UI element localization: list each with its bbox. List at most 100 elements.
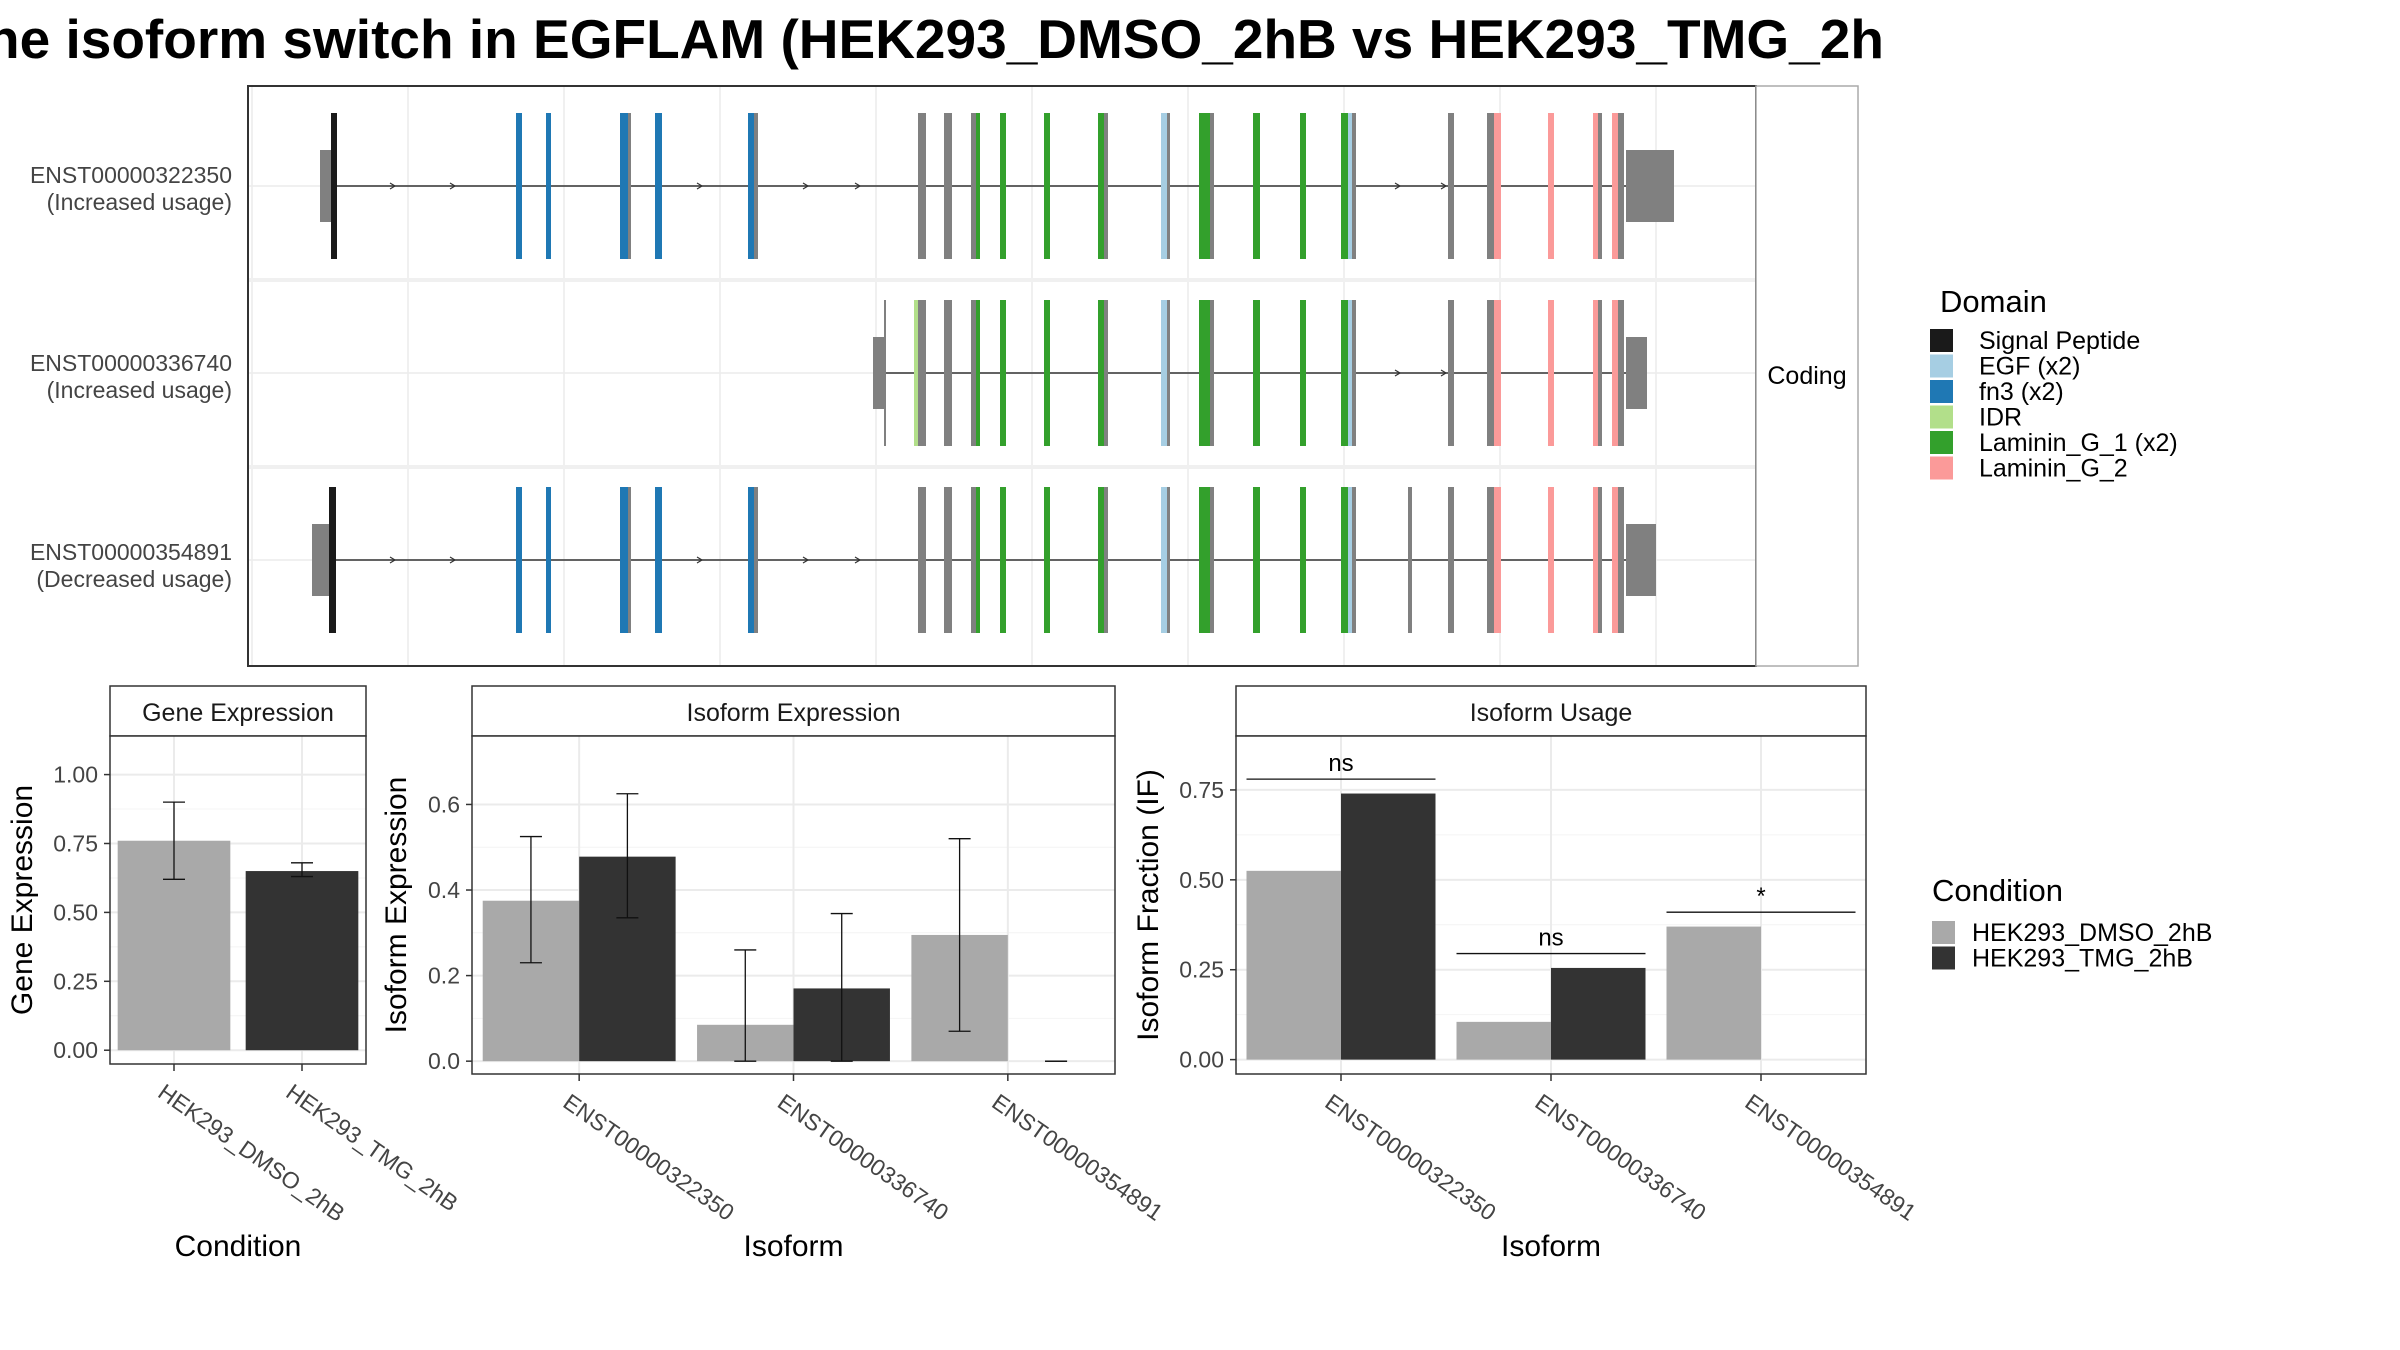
exon-segment [1253,487,1260,633]
exon-segment [1253,300,1260,446]
domain-legend-swatch [1930,329,1953,352]
exon-segment [1348,487,1352,633]
exon-segment [1598,300,1602,446]
y-tick-label: 0.00 [1179,1047,1224,1073]
exon-segment [1000,487,1006,633]
y-tick-label: 0.6 [428,791,460,817]
intron-arrow [854,182,862,190]
exon-segment [1300,113,1306,259]
exon-segment [1593,113,1598,259]
intron-arrow [854,556,862,564]
exon-segment [1448,487,1454,633]
exon-segment [1448,113,1454,259]
isoform-label-3: ENST00000354891 (Decreased usage) [30,539,232,592]
panel-strip [1235,685,1867,737]
exon-segment [1618,113,1624,259]
exon-segment [1348,113,1352,259]
exon-segment [516,113,522,259]
exon-segment [546,487,551,633]
exon-segment [754,113,758,259]
domain-legend-label: Laminin_G_2 [1979,455,2128,483]
bar-charts: Gene Expression0.000.250.500.751.00HEK29… [6,685,1921,1263]
domain-legend-item: EGF (x2) [1930,353,2080,381]
structure-tracks [312,113,1674,633]
x-tick-label: ENST00000336740 [773,1089,953,1226]
isoform-usage-label: (Increased usage) [47,189,232,215]
y-tick-label: 1.00 [53,762,98,788]
y-tick-label: 0.25 [1179,957,1224,983]
bar [1456,1021,1551,1060]
exon-segment [1253,113,1260,259]
bar [1341,793,1436,1060]
exon-segment [944,487,952,633]
exon-segment [1161,113,1167,259]
domain-legend-label: Signal Peptide [1979,327,2140,355]
exon-segment [620,113,628,259]
domain-legend-swatch [1930,456,1953,480]
isoform-id-label: ENST00000322350 [30,162,232,188]
chart-panel-2: Isoform Expression 0.0 0.2 0.4 0.6 ENST000003… [380,685,1168,1263]
exon-segment [1494,300,1501,446]
exon-segment [1104,487,1108,633]
x-axis-label: Isoform [743,1230,843,1263]
y-tick-label: 0.2 [428,963,460,989]
isoform-label-1: ENST00000322350 (Increased usage) [30,162,232,215]
exon-segment [1598,487,1602,633]
bar [1551,967,1646,1060]
exon-segment [1104,300,1108,446]
exon-segment [1341,487,1348,633]
exon-segment [1618,487,1624,633]
domain-legend-swatch [1930,405,1953,429]
domain-legend-swatch [1930,354,1953,378]
y-tick-label: 0.50 [53,899,98,925]
domain-legend-swatch [1930,431,1953,454]
exon-segment [1199,487,1212,633]
domain-legend-item: Laminin_G_2 [1930,455,2128,483]
intron-arrow [696,182,704,190]
y-tick-label: 0.0 [428,1048,460,1074]
exon-segment [1341,113,1348,259]
facet-strip [1755,85,1859,667]
intron-arrow [1394,369,1402,377]
exon-segment [914,300,918,446]
exon-segment [1494,113,1501,259]
x-tick-label: ENST00000354891 [1740,1089,1920,1226]
exon-segment [1626,337,1647,409]
exon-segment [1612,113,1618,259]
exon-segment [655,113,662,259]
exon-segment [1210,113,1214,259]
domain-legend-item: IDR [1930,404,2022,432]
exon-segment [944,113,952,259]
exon-segment [1167,300,1170,446]
bar [245,871,359,1051]
exon-segment [1104,113,1108,259]
y-tick-label: 0.25 [53,968,98,994]
exon-segment [1352,487,1356,633]
exon-segment [918,300,926,446]
condition-legend-swatch [1932,946,1955,970]
facet-strip-label: Coding [1767,362,1846,390]
exon-segment [1199,300,1212,446]
panel-title: Isoform Usage [1470,699,1633,727]
exon-segment [1612,300,1618,446]
isoform-label-2: ENST00000336740 (Increased usage) [30,350,232,403]
condition-legend-label: HEK293_TMG_2hB [1972,945,2193,973]
intron-arrow [449,182,457,190]
exon-segment [1098,113,1104,259]
intron-arrow [802,182,810,190]
exon-segment [748,113,754,259]
exon-segment [1167,487,1170,633]
exon-segment [1487,487,1494,633]
exon-segment [620,487,628,633]
y-axis-label: Isoform Fraction (IF) [1132,769,1165,1041]
exon-segment [1612,487,1618,633]
exon-segment [1210,300,1214,446]
exon-segment [1593,300,1598,446]
condition-legend-label: HEK293_DMSO_2hB [1972,919,2212,947]
isoform-id-label: ENST00000336740 [30,350,232,376]
x-axis-label: Condition [175,1230,302,1263]
domain-legend-label: EGF (x2) [1979,353,2080,381]
exon-segment [1300,300,1306,446]
exon-segment [971,113,976,259]
intron-arrow [1440,369,1448,377]
